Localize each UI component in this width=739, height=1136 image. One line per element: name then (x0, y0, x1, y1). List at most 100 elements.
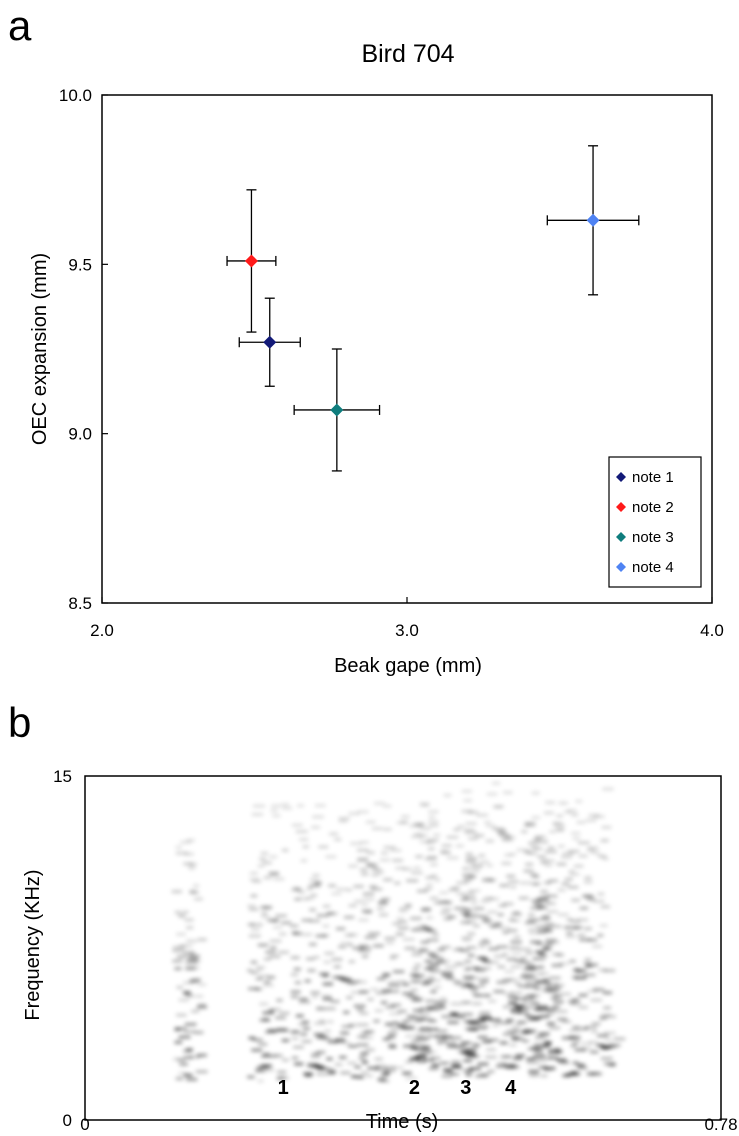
spectrogram-stroke (390, 954, 399, 958)
spectrogram-stroke (354, 900, 363, 903)
spectrogram-stroke (290, 990, 301, 994)
spectrogram-stroke (571, 920, 581, 924)
spectrogram-stroke (464, 1071, 472, 1075)
spectrogram-stroke (453, 1045, 466, 1048)
spectrogram-stroke (196, 995, 204, 998)
spectrogram-stroke (543, 811, 554, 815)
spectrogram-stroke (497, 830, 506, 834)
spectrogram-stroke (584, 927, 592, 930)
spectrogram-stroke (534, 987, 542, 990)
spectrogram-stroke (395, 932, 405, 936)
spectrogram-stroke (527, 1018, 539, 1021)
spectrogram-stroke (389, 956, 396, 960)
spectrogram-stroke (482, 959, 489, 962)
spectrogram-stroke (382, 973, 391, 976)
spectrogram-stroke (338, 819, 348, 823)
spectrogram-stroke (343, 1011, 350, 1014)
spectrogram-stroke (561, 1036, 574, 1040)
spectrogram-stroke (509, 1065, 520, 1069)
spectrogram-stroke (450, 1072, 459, 1076)
spectrogram-stroke (322, 997, 333, 1001)
spectrogram-stroke (428, 810, 439, 813)
spectrogram-stroke (535, 942, 543, 945)
spectrogram-stroke (419, 834, 428, 837)
spectrogram-stroke (297, 804, 305, 807)
spectrogram-stroke (548, 1051, 559, 1054)
spectrogram-stroke (340, 942, 352, 945)
spectrogram-stroke (583, 961, 591, 965)
spectrogram-stroke (451, 1065, 462, 1069)
spectrogram-stroke (267, 919, 278, 922)
spectrogram-stroke (575, 969, 587, 972)
spectrogram-stroke (313, 1033, 325, 1036)
spectrogram-stroke (508, 880, 519, 883)
spectrogram-stroke (566, 918, 574, 922)
spectrogram-stroke (492, 827, 505, 831)
legend-label: note 1 (632, 469, 674, 486)
spectrogram-stroke (590, 998, 603, 1002)
spectrogram-stroke (330, 1000, 340, 1003)
spectrogram-stroke (319, 972, 330, 976)
spectrogram-stroke (599, 1016, 607, 1020)
spectrogram-stroke (567, 850, 580, 853)
spectrogram-stroke (439, 997, 447, 1000)
spectrogram-stroke (301, 933, 312, 936)
spectrogram-stroke (173, 1057, 180, 1061)
spectrogram-stroke (328, 1040, 338, 1044)
spectrogram-stroke (359, 946, 372, 950)
spectrogram-stroke (360, 841, 369, 844)
data-point-4 (546, 145, 640, 296)
spectrogram-stroke (257, 864, 265, 868)
spectrogram-stroke (510, 885, 517, 889)
spectrogram-stroke (574, 1048, 587, 1052)
spectrogram-stroke (499, 1041, 508, 1045)
spectrogram-stroke (291, 888, 298, 892)
x-axis-label: Beak gape (mm) (334, 655, 482, 677)
spectrogram-stroke (462, 867, 471, 870)
spectrogram-stroke (538, 928, 549, 931)
spectrogram-stroke (482, 879, 494, 882)
spectrogram-stroke (467, 932, 476, 935)
spectrogram-stroke (295, 830, 308, 833)
spectrogram-stroke (251, 1048, 263, 1052)
spectrogram-stroke (427, 938, 439, 942)
spectrogram-stroke (292, 931, 302, 935)
y-tick-label: 9.5 (68, 255, 92, 274)
spectrogram-stroke (549, 940, 560, 944)
spectrogram-stroke (433, 986, 442, 989)
plot-area-b (84, 775, 722, 1121)
spectrogram-stroke (520, 956, 528, 960)
spectrogram-stroke (298, 1022, 308, 1026)
spectrogram-stroke (383, 828, 392, 831)
spectrogram-stroke (455, 982, 468, 986)
spectrogram-stroke (533, 901, 541, 905)
spectrogram-stroke (404, 947, 416, 950)
spectrogram-stroke (482, 918, 490, 922)
spectrogram-stroke (502, 1063, 512, 1067)
spectrogram-stroke (572, 998, 580, 1002)
spectrogram-stroke (248, 934, 261, 938)
spectrogram-stroke (375, 1064, 386, 1068)
spectrogram-stroke (310, 894, 318, 897)
spectrogram-stroke (255, 1069, 264, 1072)
spectrogram-stroke (188, 866, 196, 870)
spectrogram-stroke (420, 940, 429, 944)
spectrogram-stroke (496, 981, 509, 985)
spectrogram-stroke (549, 830, 556, 833)
spectrogram-stroke (269, 939, 282, 943)
spectrogram-y-label: Frequency (KHz) (22, 869, 44, 1020)
spectrogram-stroke (580, 1047, 592, 1050)
spectrogram-stroke (545, 928, 553, 931)
spectrogram-stroke (422, 1058, 435, 1062)
spectrogram-stroke (290, 956, 300, 959)
spectrogram-stroke (197, 938, 207, 941)
spectrogram-stroke (462, 1041, 474, 1045)
legend-marker (616, 472, 626, 482)
spectrogram-stroke (453, 828, 461, 831)
spectrogram-stroke (465, 1069, 474, 1072)
spectrogram-stroke (174, 1041, 183, 1044)
spectrogram-stroke (373, 1068, 386, 1071)
spectrogram-stroke (189, 1055, 201, 1059)
spectrogram-stroke (571, 813, 579, 817)
spectrogram-stroke (334, 1063, 343, 1066)
